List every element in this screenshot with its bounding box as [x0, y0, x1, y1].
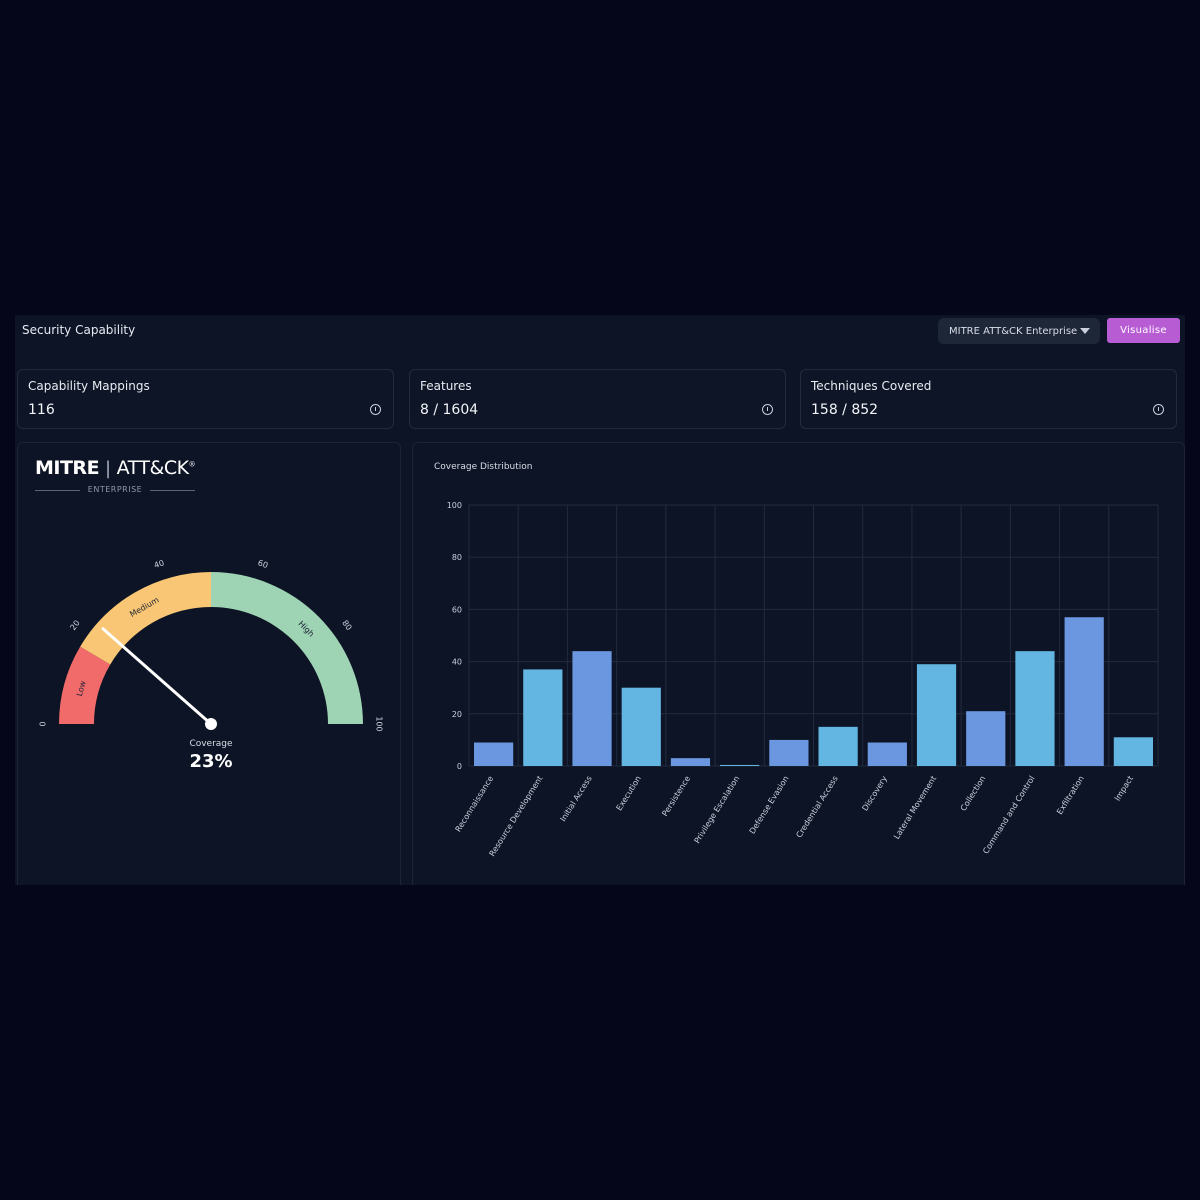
y-tick-label: 60 — [452, 605, 462, 614]
gauge-band-low — [59, 646, 111, 724]
coverage-value: 23% — [189, 751, 233, 772]
coverage-distribution-card: Coverage Distribution 0 20 40 60 80 100 Reconn… — [412, 442, 1185, 885]
bar[interactable] — [1064, 617, 1104, 766]
gauge-tick-label: 0 — [39, 721, 48, 726]
gauge-band-medium — [80, 572, 212, 665]
coverage-gauge-card: MITRE | ATT&CK® ENTERPRISE Low Medium High 0 2… — [17, 442, 401, 885]
bar[interactable] — [621, 687, 661, 766]
bar[interactable] — [818, 726, 858, 766]
x-tick-label: Reconnaissance — [454, 774, 496, 833]
info-icon[interactable] — [370, 404, 381, 415]
info-icon[interactable] — [1153, 404, 1164, 415]
card-label: Capability Mappings — [28, 379, 150, 393]
techniques-covered-card: Techniques Covered 158 / 852 — [800, 369, 1177, 429]
bar[interactable] — [523, 669, 563, 766]
bar[interactable] — [966, 711, 1006, 766]
coverage-label: Coverage — [189, 739, 233, 749]
gauge-tick-label: 40 — [153, 558, 165, 570]
framework-select[interactable]: MITRE ATT&CK Enterprise — [938, 318, 1100, 344]
chart-title: Coverage Distribution — [434, 462, 533, 472]
x-tick-label: Execution — [615, 774, 643, 812]
bar[interactable] — [916, 664, 957, 766]
card-value: 158 / 852 — [811, 402, 879, 418]
gauge-tick-label: 60 — [257, 558, 269, 570]
y-tick-label: 100 — [447, 501, 462, 510]
bar[interactable] — [572, 651, 612, 766]
x-tick-label: Impact — [1113, 774, 1135, 802]
bar[interactable] — [670, 758, 711, 766]
bar[interactable] — [867, 742, 907, 766]
chevron-down-icon — [1080, 328, 1090, 334]
gauge-band-label: Low — [75, 679, 88, 697]
bar[interactable] — [474, 742, 514, 766]
x-tick-label: Initial Access — [559, 774, 594, 823]
card-label: Techniques Covered — [811, 379, 932, 393]
logo-mitre: MITRE — [35, 457, 100, 479]
capability-mappings-card: Capability Mappings 116 — [17, 369, 394, 429]
bar[interactable] — [720, 764, 760, 766]
bar[interactable] — [1113, 737, 1153, 766]
logo-subtitle: ENTERPRISE — [35, 485, 195, 497]
gauge-tick-label: 80 — [340, 618, 353, 632]
x-tick-label: Discovery — [860, 774, 889, 813]
security-capability-panel: Security Capability MITRE ATT&CK Enterpr… — [15, 315, 1185, 885]
x-tick-label: Privilege Escalation — [693, 774, 742, 845]
mitre-attack-logo: MITRE | ATT&CK® — [35, 457, 196, 479]
x-tick-label: Lateral Movement — [892, 774, 938, 840]
logo-attack: ATT&CK — [116, 457, 189, 479]
bar[interactable] — [1015, 651, 1055, 766]
y-tick-label: 80 — [452, 553, 462, 562]
card-value: 8 / 1604 — [420, 402, 479, 418]
x-tick-label: Defense Evasion — [748, 774, 791, 835]
gauge-needle-hub — [205, 718, 217, 730]
card-value: 116 — [28, 402, 55, 418]
gauge-needle — [101, 627, 213, 726]
x-tick-label: Resource Development — [488, 774, 545, 858]
page-title: Security Capability — [22, 323, 136, 337]
y-tick-label: 40 — [452, 658, 462, 667]
x-tick-label: Credential Access — [794, 774, 839, 839]
framework-select-value: MITRE ATT&CK Enterprise — [949, 325, 1078, 337]
y-tick-label: 0 — [457, 762, 462, 771]
card-label: Features — [420, 379, 472, 393]
y-tick-label: 20 — [452, 710, 462, 719]
logo-mark: ® — [188, 460, 196, 469]
x-tick-label: Command and Control — [981, 774, 1036, 855]
bar[interactable] — [769, 739, 809, 766]
features-card: Features 8 / 1604 — [409, 369, 786, 429]
gauge-band-high — [211, 572, 363, 724]
gauge-tick-label: 100 — [375, 716, 384, 731]
x-tick-label: Exfiltration — [1055, 774, 1086, 816]
visualise-button[interactable]: Visualise — [1107, 318, 1180, 343]
x-tick-label: Persistence — [660, 774, 692, 818]
x-tick-label: Collection — [959, 774, 988, 812]
gauge-tick-label: 20 — [68, 618, 81, 632]
info-icon[interactable] — [762, 404, 773, 415]
